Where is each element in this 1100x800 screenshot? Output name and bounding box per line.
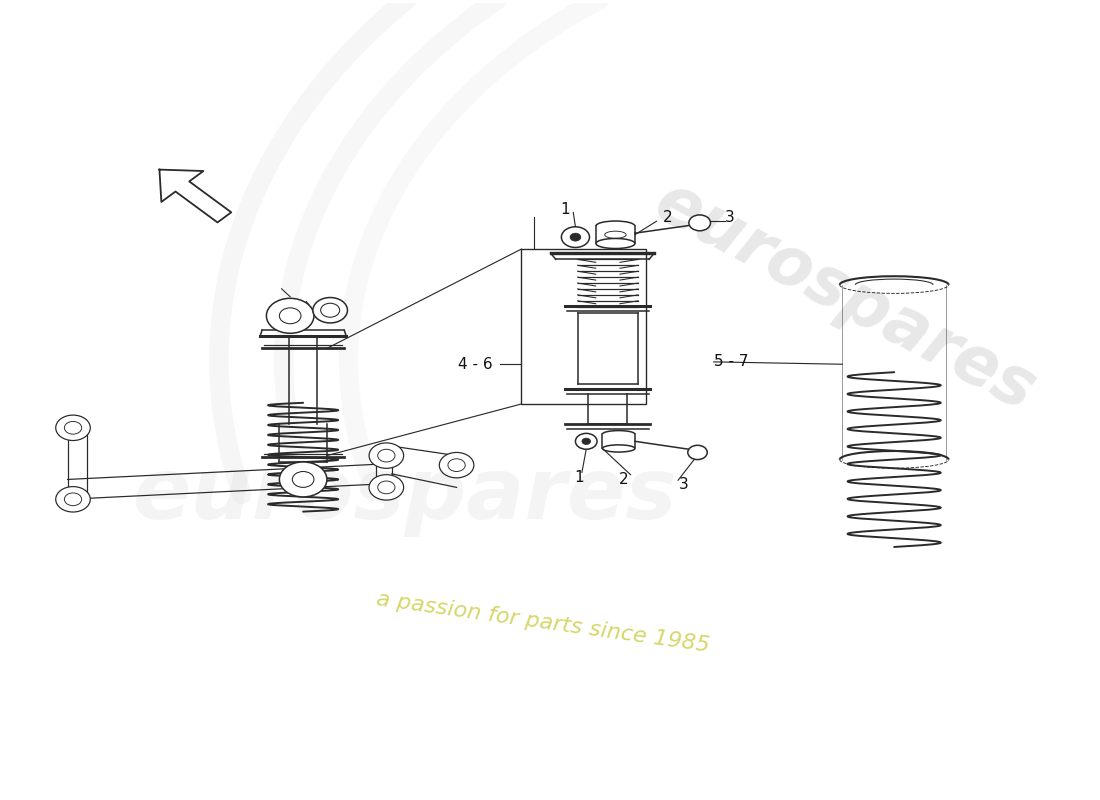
Text: 1: 1 — [574, 470, 583, 485]
Text: 4 - 6: 4 - 6 — [458, 357, 493, 372]
Circle shape — [582, 438, 591, 445]
Bar — [521, 249, 646, 404]
Text: 3: 3 — [679, 477, 689, 492]
Text: eurospares: eurospares — [132, 454, 676, 537]
Text: 2: 2 — [619, 472, 629, 487]
Circle shape — [279, 462, 327, 497]
Text: a passion for parts since 1985: a passion for parts since 1985 — [375, 589, 711, 656]
Text: 3: 3 — [725, 210, 735, 225]
Circle shape — [570, 233, 581, 241]
Text: 2: 2 — [662, 210, 672, 225]
Circle shape — [561, 227, 590, 247]
Text: 5 - 7: 5 - 7 — [714, 354, 748, 370]
Circle shape — [266, 298, 314, 334]
Circle shape — [370, 443, 404, 468]
Text: 1: 1 — [560, 202, 570, 217]
Circle shape — [370, 474, 404, 500]
Circle shape — [56, 486, 90, 512]
Circle shape — [56, 415, 90, 441]
Circle shape — [689, 215, 711, 230]
Circle shape — [688, 446, 707, 459]
Circle shape — [312, 298, 348, 323]
Text: eurospares: eurospares — [644, 169, 1047, 425]
Circle shape — [439, 453, 474, 478]
Circle shape — [575, 434, 597, 450]
